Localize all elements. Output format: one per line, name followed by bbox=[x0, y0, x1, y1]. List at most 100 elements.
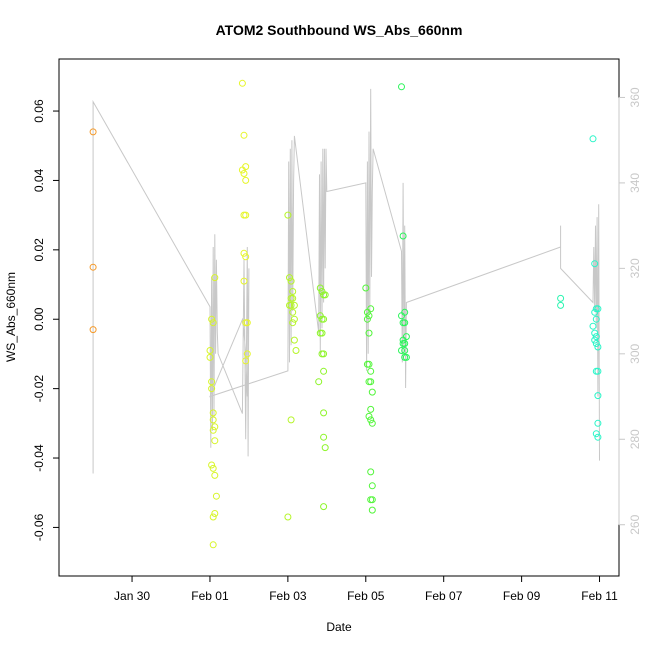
data-point bbox=[240, 170, 248, 177]
data-point bbox=[243, 319, 251, 327]
data-point bbox=[402, 353, 410, 361]
data-point bbox=[367, 305, 375, 313]
data-point bbox=[209, 409, 217, 417]
data-point bbox=[284, 211, 292, 219]
data-point bbox=[289, 319, 297, 327]
data-point bbox=[287, 416, 295, 424]
data-point bbox=[209, 464, 217, 472]
data-point bbox=[401, 319, 409, 327]
x-axis-label: Date bbox=[326, 620, 352, 634]
data-point bbox=[321, 444, 329, 452]
data-point bbox=[287, 277, 295, 285]
data-point bbox=[208, 385, 216, 393]
data-point bbox=[289, 288, 297, 295]
right-y-tick-label: 360 bbox=[628, 87, 642, 107]
right-y-tick-label: 340 bbox=[628, 173, 642, 193]
data-point bbox=[367, 405, 375, 413]
data-point bbox=[591, 329, 599, 337]
data-point bbox=[290, 336, 298, 344]
x-tick-label: Feb 07 bbox=[425, 589, 463, 603]
right-y-tick-label: 280 bbox=[628, 429, 642, 449]
data-point bbox=[589, 135, 597, 143]
data-point bbox=[365, 312, 373, 320]
data-point bbox=[592, 340, 600, 347]
chart-title: ATOM2 Southbound WS_Abs_660nm bbox=[216, 22, 463, 38]
data-point bbox=[208, 315, 216, 323]
data-point bbox=[591, 260, 599, 268]
data-point bbox=[243, 350, 251, 358]
data-point bbox=[368, 388, 376, 396]
data-point bbox=[589, 322, 597, 330]
data-point bbox=[594, 433, 602, 441]
data-point bbox=[591, 336, 599, 344]
data-point bbox=[362, 284, 370, 292]
x-tick-label: Feb 09 bbox=[503, 589, 541, 603]
data-point bbox=[89, 263, 97, 271]
scatter-points-layer bbox=[89, 79, 602, 549]
data-point bbox=[209, 319, 217, 327]
data-point bbox=[594, 367, 602, 375]
data-point bbox=[212, 492, 220, 500]
data-point bbox=[365, 360, 373, 368]
data-point bbox=[289, 308, 297, 316]
data-point bbox=[592, 430, 600, 438]
data-point bbox=[320, 315, 328, 323]
data-point bbox=[368, 482, 376, 490]
data-point bbox=[320, 367, 328, 375]
data-point bbox=[209, 513, 217, 521]
x-tick-label: Jan 30 bbox=[114, 589, 150, 603]
data-point bbox=[208, 378, 216, 386]
data-point bbox=[321, 291, 329, 299]
data-point bbox=[594, 419, 602, 427]
x-tick-label: Feb 11 bbox=[581, 589, 618, 603]
data-point bbox=[367, 416, 375, 424]
y-tick-label: 0.04 bbox=[32, 168, 46, 192]
data-point bbox=[401, 347, 409, 354]
data-point bbox=[365, 412, 373, 420]
data-point bbox=[398, 83, 405, 91]
right-y-tick-label: 300 bbox=[628, 343, 642, 363]
data-point bbox=[292, 347, 300, 354]
data-point bbox=[399, 340, 407, 347]
data-point bbox=[89, 128, 97, 136]
y-axis: -0.06 -0.04 -0.02 0.00 0.02 0.04 0.06 bbox=[32, 99, 60, 541]
data-point bbox=[240, 277, 248, 285]
data-point bbox=[320, 409, 328, 417]
data-point bbox=[592, 315, 600, 323]
y-tick-label: 0.02 bbox=[32, 238, 46, 262]
data-point bbox=[211, 437, 219, 445]
data-point bbox=[363, 315, 371, 323]
data-point bbox=[557, 294, 565, 302]
data-point bbox=[320, 433, 328, 441]
y-tick-label: -0.04 bbox=[32, 444, 46, 472]
data-point bbox=[368, 496, 376, 504]
right-y-tick-label: 260 bbox=[628, 514, 642, 534]
data-point bbox=[368, 506, 376, 514]
data-point bbox=[398, 312, 405, 320]
data-point bbox=[284, 513, 292, 521]
data-point bbox=[211, 510, 219, 517]
data-point bbox=[316, 284, 324, 292]
data-point bbox=[289, 294, 297, 302]
data-point bbox=[290, 301, 298, 309]
data-point bbox=[367, 378, 375, 386]
y-tick-label: 0.06 bbox=[32, 99, 46, 123]
data-point bbox=[209, 426, 217, 434]
data-point bbox=[209, 541, 217, 549]
data-point bbox=[238, 166, 246, 174]
data-point bbox=[206, 347, 214, 354]
data-point bbox=[286, 301, 293, 309]
data-point bbox=[211, 423, 219, 431]
data-point bbox=[594, 343, 602, 351]
data-point bbox=[399, 232, 407, 240]
data-point bbox=[592, 333, 600, 341]
right-y-axis: 260 280 300 320 340 360 bbox=[618, 87, 642, 535]
y-tick-label: -0.02 bbox=[32, 375, 46, 403]
data-point bbox=[211, 471, 219, 479]
data-point bbox=[242, 253, 250, 261]
data-point bbox=[242, 357, 250, 365]
x-axis: Jan 30 Feb 01 Feb 03 Feb 05 Feb 07 Feb 09 Feb … bbox=[114, 575, 618, 603]
right-axis-series-line bbox=[92, 88, 600, 474]
right-axis-line-layer bbox=[92, 88, 600, 474]
